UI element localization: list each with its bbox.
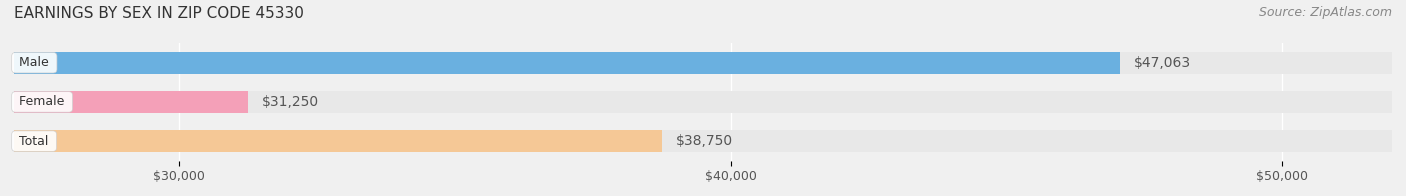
Text: Source: ZipAtlas.com: Source: ZipAtlas.com (1258, 6, 1392, 19)
Bar (14, 52, 1392, 74)
Text: Male: Male (15, 56, 53, 69)
Bar (14, 130, 662, 152)
Text: $38,750: $38,750 (675, 134, 733, 148)
Text: $31,250: $31,250 (262, 95, 319, 109)
Bar (14, 91, 1392, 113)
Bar (14, 91, 249, 113)
Bar (14, 52, 1119, 74)
Text: Female: Female (15, 95, 69, 108)
Text: Total: Total (15, 135, 53, 148)
Text: $47,063: $47,063 (1133, 56, 1191, 70)
Text: EARNINGS BY SEX IN ZIP CODE 45330: EARNINGS BY SEX IN ZIP CODE 45330 (14, 6, 304, 21)
Bar (14, 130, 1392, 152)
